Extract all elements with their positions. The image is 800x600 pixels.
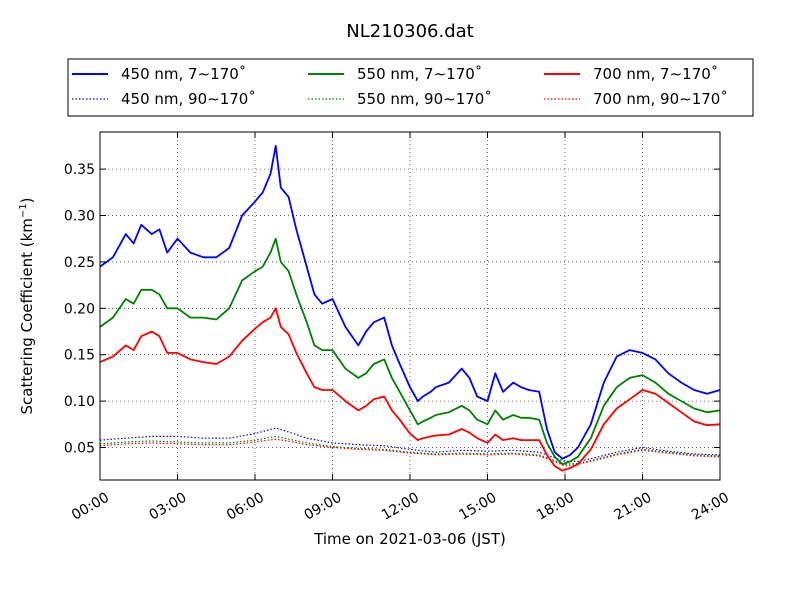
legend-box	[67, 58, 754, 117]
legend-label-1: 550 nm, 7∼170˚	[357, 65, 482, 83]
y-tick-label: 0.05	[64, 441, 95, 457]
y-axis-label: Scattering Coefficient (km−1)	[18, 197, 36, 414]
series-line-4	[99, 435, 721, 465]
legend: 450 nm, 7∼170˚ 550 nm, 7∼170˚ 700 nm, 7∼17…	[67, 58, 754, 117]
x-axis-label: Time on 2021-03-06 (JST)	[313, 530, 506, 548]
legend-label-4: 550 nm, 90∼170˚	[357, 90, 492, 108]
series-line-5	[99, 438, 721, 467]
legend-label-3: 450 nm, 90∼170˚	[121, 90, 256, 108]
series-line-1	[99, 237, 721, 466]
series-line-0	[99, 144, 721, 460]
series-line-2	[99, 307, 721, 472]
y-tick-label: 0.20	[64, 301, 95, 317]
y-tick-label: 0.30	[64, 209, 95, 225]
y-axis: 0.05 0.10 0.15 0.20 0.25 0.30 0.35	[64, 162, 720, 457]
series-layer	[99, 144, 721, 472]
y-axis-unit-exponent: −1	[18, 203, 29, 218]
legend-label-2: 700 nm, 7∼170˚	[593, 65, 718, 83]
legend-label-5: 700 nm, 90∼170˚	[593, 90, 728, 108]
grid	[100, 132, 720, 480]
y-tick-label: 0.10	[64, 394, 95, 410]
chart-title: NL210306.dat	[346, 21, 473, 42]
y-tick-label: 0.25	[64, 255, 95, 271]
legend-label-0: 450 nm, 7∼170˚	[121, 65, 246, 83]
y-tick-label: 0.15	[64, 348, 95, 364]
series-line-3	[99, 427, 721, 462]
y-tick-label: 0.35	[64, 162, 95, 178]
